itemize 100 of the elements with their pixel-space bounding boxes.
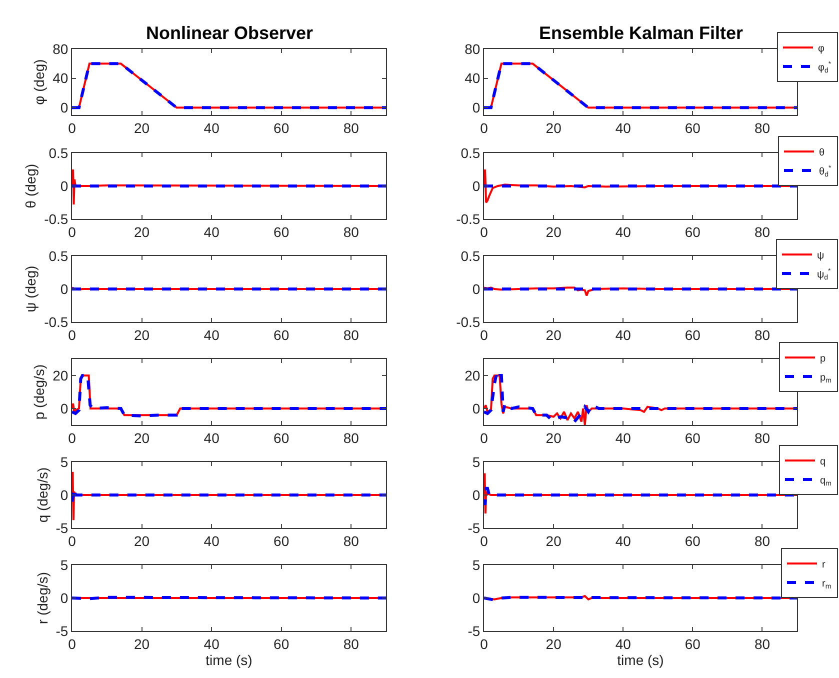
y-tick-label: 80: [464, 40, 480, 57]
x-tick-label: 40: [204, 636, 220, 652]
y-tick-label: 40: [464, 70, 480, 86]
y-tick-label: -5: [468, 622, 480, 639]
x-tick-label: 40: [204, 120, 220, 136]
x-tick-label: 20: [546, 532, 562, 549]
x-tick-label: 80: [754, 326, 770, 343]
x-tick-label: 20: [546, 120, 562, 136]
x-tick-label: 40: [615, 636, 632, 652]
y-tick-label: 5: [60, 454, 68, 470]
x-tick-label: 40: [615, 430, 632, 446]
legend-label: q$_{m}$: [820, 475, 832, 488]
x-tick-label: 20: [134, 636, 150, 652]
y-tick-label: 0: [60, 178, 68, 194]
y-tick-label: 0.5: [48, 248, 68, 264]
y-tick-label: 0.5: [460, 248, 480, 264]
x-tick-label: 60: [684, 120, 701, 136]
legend-label: q: [820, 456, 826, 468]
y-tick-label: -5: [468, 520, 480, 536]
x-tick-label: 40: [615, 532, 632, 549]
x-tick-label: 80: [343, 120, 360, 136]
y-tick-label: 0: [472, 486, 480, 503]
y-tick-label: -5: [56, 520, 68, 536]
y-tick-label: -0.5: [456, 314, 480, 330]
x-tick-label: 60: [684, 224, 701, 240]
x-tick-label: 20: [134, 430, 150, 446]
y-tick-label: -5: [56, 622, 68, 639]
legend-label: r$_{m}$: [822, 578, 832, 590]
y-axis-title: φ (deg): [31, 59, 48, 105]
y-tick-label: 5: [60, 556, 68, 573]
y-axis-title: p (deg/s): [31, 364, 48, 420]
x-tick-label: 40: [615, 326, 632, 343]
y-tick-label: -0.5: [456, 210, 480, 227]
x-axis-title: time (s): [206, 652, 252, 668]
x-tick-label: 20: [134, 224, 150, 240]
x-tick-label: 80: [754, 430, 770, 446]
x-tick-label: 80: [343, 430, 360, 446]
x-tick-label: 20: [134, 120, 150, 136]
x-tick-label: 80: [343, 636, 360, 652]
x-tick-label: 40: [204, 326, 220, 343]
x-tick-label: 80: [754, 224, 770, 240]
x-tick-label: 80: [343, 224, 360, 240]
x-tick-label: 80: [754, 636, 770, 652]
legend-label: φ: [818, 43, 825, 54]
y-tick-label: 5: [472, 454, 480, 470]
x-tick-label: 60: [274, 636, 290, 652]
y-axis-title: q (deg/s): [34, 467, 50, 523]
x-tick-label: 20: [134, 532, 150, 549]
x-tick-label: 20: [546, 430, 562, 446]
y-axis-title: ψ (deg): [22, 266, 39, 312]
y-tick-label: 0: [472, 100, 480, 116]
y-tick-label: 0.5: [460, 144, 480, 161]
legend-label: p: [820, 353, 826, 364]
y-tick-label: 40: [52, 70, 68, 86]
y-axis-title: r (deg/s): [34, 572, 50, 624]
legend-label: ψ: [817, 250, 824, 262]
y-axis-title: θ (deg): [22, 164, 39, 208]
y-tick-label: 0: [472, 178, 480, 194]
y-tick-label: 80: [52, 40, 68, 57]
x-tick-label: 40: [615, 224, 632, 240]
x-tick-label: 40: [204, 430, 220, 446]
y-tick-label: -0.5: [44, 314, 68, 330]
x-tick-label: 60: [684, 430, 701, 446]
x-tick-label: 80: [754, 120, 770, 136]
line-series: [484, 486, 797, 506]
legend-label: θ: [819, 147, 825, 158]
y-tick-label: 20: [464, 367, 480, 384]
y-tick-label: 0: [60, 590, 68, 606]
x-tick-label: 20: [546, 326, 562, 343]
x-tick-label: 20: [134, 326, 150, 343]
y-tick-label: -0.5: [44, 210, 68, 227]
x-tick-label: 80: [343, 326, 360, 343]
chart-title: Ensemble Kalman Filter: [539, 23, 744, 43]
y-tick-label: 0: [60, 100, 68, 116]
y-tick-label: 0: [472, 400, 480, 416]
x-tick-label: 60: [684, 326, 701, 343]
x-tick-label: 40: [615, 120, 632, 136]
legend-label: p$_{m}$: [820, 372, 832, 384]
x-axis-title: time (s): [617, 652, 664, 668]
x-tick-label: 20: [546, 224, 562, 240]
x-tick-label: 80: [343, 532, 360, 549]
x-tick-label: 40: [204, 224, 220, 240]
x-tick-label: 60: [684, 532, 701, 549]
y-tick-label: 0: [60, 280, 68, 297]
legend-label: r: [822, 559, 826, 570]
y-tick-label: 20: [52, 367, 68, 384]
x-tick-label: 60: [274, 532, 290, 549]
y-tick-label: 5: [472, 556, 480, 573]
x-tick-label: 80: [754, 532, 770, 549]
y-tick-label: 0: [472, 280, 480, 297]
y-tick-label: 0: [472, 590, 480, 606]
y-tick-label: 0: [60, 400, 68, 416]
x-tick-label: 60: [274, 120, 290, 136]
y-tick-label: 0: [60, 486, 68, 503]
x-tick-label: 20: [546, 636, 562, 652]
y-tick-label: 0.5: [48, 144, 68, 161]
x-tick-label: 40: [204, 532, 220, 549]
x-tick-label: 60: [274, 224, 290, 240]
chart-title: Nonlinear Observer: [146, 23, 314, 43]
x-tick-label: 60: [684, 636, 701, 652]
